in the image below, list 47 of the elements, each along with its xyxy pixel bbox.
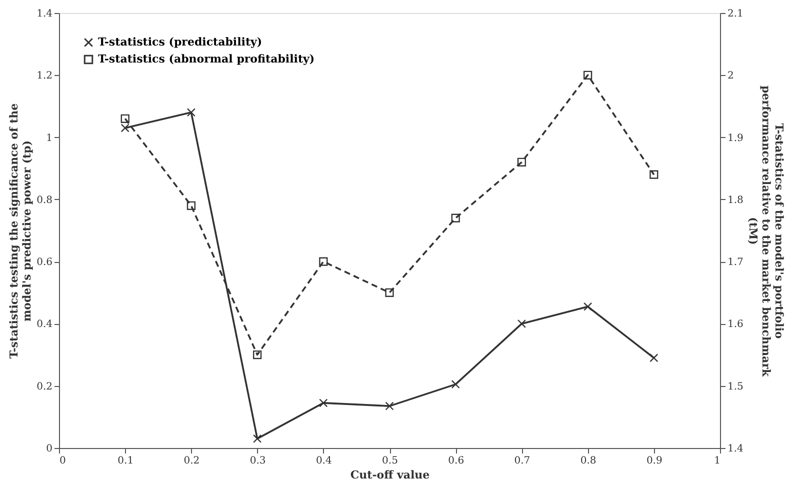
x-tick-label: 0.6 [448,456,464,466]
point [319,257,328,266]
x-tick-label: 1 [714,456,720,466]
y2-tick-label: 2.1 [728,8,744,20]
x-tick-label: 0.8 [580,456,596,466]
y-tick-label: 1.2 [36,70,52,82]
x-tick-label: 0 [60,456,66,466]
point [120,114,130,123]
point [583,70,592,80]
y2-tick-label: 1.9 [728,132,744,144]
point [385,288,394,297]
point [650,354,658,362]
x-tick-label: 0.2 [184,456,200,466]
x-tick-label: 0.3 [250,456,266,466]
legend-label: T-statistics (predictability) [98,36,262,48]
y-tick-label: 0.6 [36,257,52,268]
point [252,350,262,360]
x-tick-label: 0.4 [316,456,332,466]
point [517,158,526,166]
y2-axis-title: T-statistics of the model's portfolio performance relative to the market benchmark (tM) [746,85,786,377]
point [319,398,328,408]
point [186,201,196,210]
y-tick-label: 0.8 [36,194,52,206]
legend-label: T-statistics (abnormal profitability) [98,52,315,66]
y-axis-title: T-statistics testing the significance of the model's predictive power (tp) [8,103,34,359]
y-tick-label: 0.2 [36,381,52,392]
x-tick-label: 0.5 [382,456,398,466]
y-tick-label: 0 [46,444,52,454]
y2-tick-label: 1.5 [728,381,744,392]
x-tick-label: 0.7 [514,456,530,466]
x-axis-title: Cut-off value [350,468,430,482]
x-tick-label: 0.1 [118,456,134,466]
y2-tick-label: 1.8 [728,194,744,206]
y2-tick-label: 1.4 [728,444,744,454]
x-tick-label: 0.9 [646,456,662,466]
y2-tick-label: 1.7 [728,257,744,268]
point [451,214,460,222]
point [252,434,262,443]
point [120,124,130,132]
point [650,170,658,179]
y-tick-label: 0.4 [36,319,52,330]
y2-tick-label: 1.6 [728,319,744,330]
y-tick-label: 1.4 [36,8,52,20]
point [385,402,394,410]
y-tick-label: 1 [46,132,52,144]
point [186,108,196,117]
y2-tick-label: 2 [728,70,734,82]
